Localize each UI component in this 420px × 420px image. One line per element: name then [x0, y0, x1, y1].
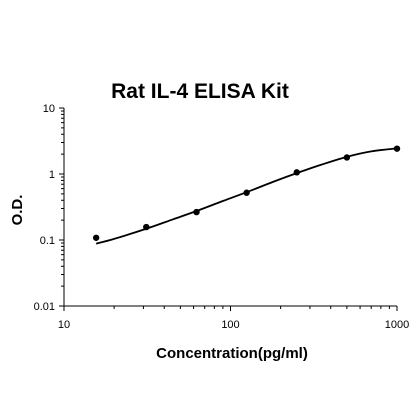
y-tick-label: 10: [43, 103, 55, 115]
y-tick-label: 0.01: [34, 301, 55, 313]
x-tick-label: 10: [58, 319, 70, 331]
x-tick-label: 100: [221, 319, 239, 331]
fit-curve: [95, 147, 398, 245]
data-point: [92, 234, 100, 241]
data-point: [243, 189, 250, 196]
y-axis-label: O.D.: [9, 195, 26, 226]
data-point: [193, 208, 200, 216]
y-ticks: 0.01 0.1 1 10: [34, 103, 64, 313]
x-tick-label: 1000: [385, 319, 409, 331]
x-axis-label: Concentration(pg/ml): [156, 345, 308, 362]
y-tick-label: 1: [49, 169, 55, 181]
axes: [63, 108, 397, 307]
x-ticks: 10 100 1000: [58, 306, 409, 331]
data-point: [343, 154, 351, 161]
chart-title: Rat IL-4 ELISA Kit: [111, 80, 289, 103]
data-points: [92, 145, 401, 241]
data-point: [143, 223, 150, 231]
data-point: [393, 145, 401, 152]
y-tick-label: 0.1: [40, 235, 55, 247]
data-point: [293, 169, 300, 176]
